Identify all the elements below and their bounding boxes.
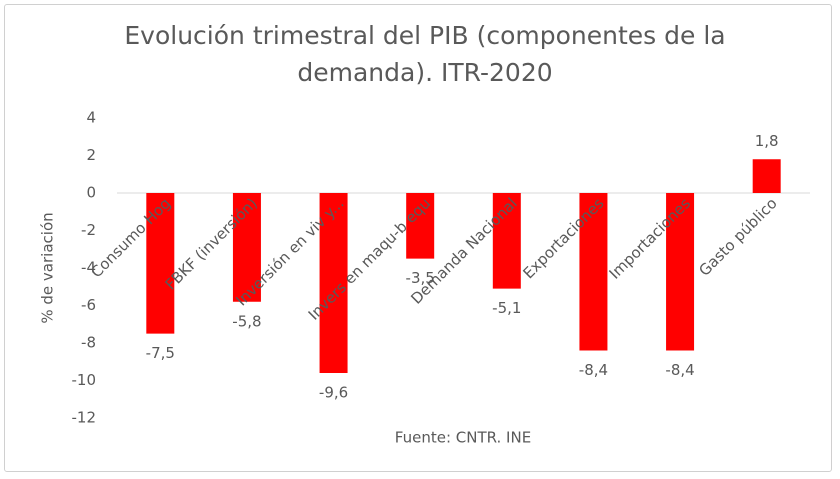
bar [146,193,175,334]
value-label: -8,4 [579,361,608,379]
y-axis-label: % de variación [39,212,57,323]
y-tick-label: 0 [86,184,96,202]
x-tick-label: Gasto público [695,194,780,279]
bar [492,193,521,289]
value-label: -3,5 [406,269,435,287]
bar [232,193,261,302]
footer: Fuente: CNTR. INE [395,429,531,447]
bar [406,193,435,259]
y-tick-label: -12 [72,409,97,427]
value-label: -9,6 [319,384,348,402]
value-label: -5,8 [232,312,261,330]
value-label: -5,1 [492,299,521,317]
value-label: -8,4 [665,361,694,379]
y-tick-label: -6 [81,296,96,314]
bar [666,193,695,351]
y-tick-label: -4 [81,259,96,277]
y-tick-label: 4 [86,109,96,127]
y-tick-label: 2 [86,146,96,164]
chart-frame: Evolución trimestral del PIB (componente… [4,4,832,472]
value-label: -7,5 [146,344,175,362]
bar [579,193,608,351]
y-tick-label: -2 [81,221,96,239]
chart-title: Evolución trimestral del PIB (componente… [124,21,726,87]
y-tick-label: -8 [81,334,96,352]
value-label: 1,8 [755,132,779,150]
y-tick-label: -10 [72,371,97,389]
bar [319,193,348,373]
bar [752,159,781,193]
